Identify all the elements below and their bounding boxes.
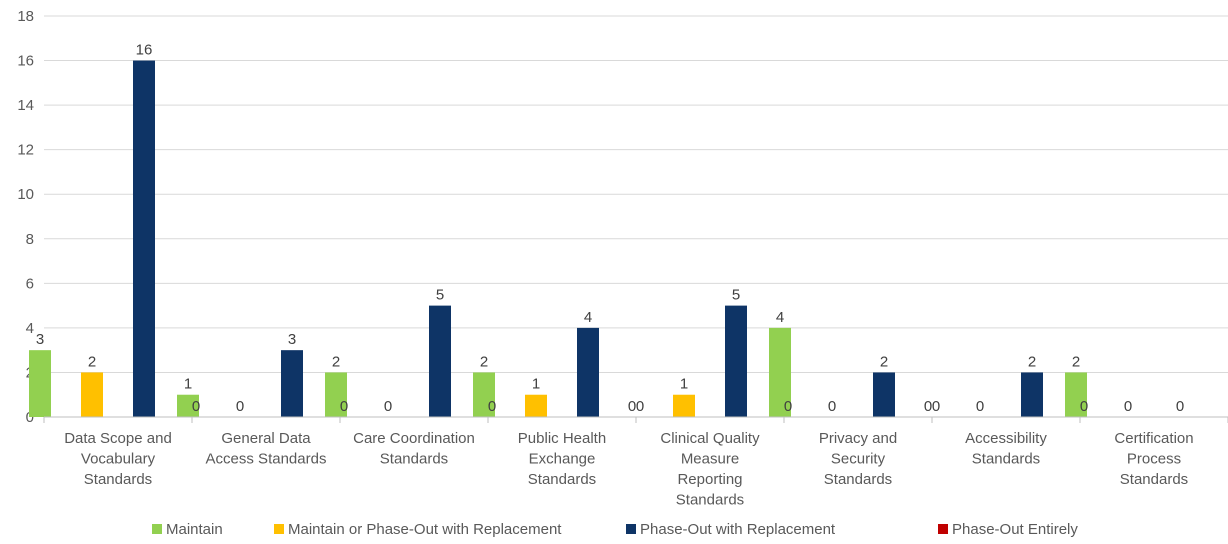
y-tick-label: 12 <box>17 142 34 159</box>
data-label: 5 <box>732 287 740 304</box>
bar <box>725 305 747 417</box>
x-category-label: General Data Access Standards <box>206 430 327 468</box>
bar <box>29 350 51 417</box>
y-tick-label: 6 <box>26 275 34 292</box>
bar <box>577 327 599 417</box>
data-label: 2 <box>880 353 888 370</box>
legend: Maintain Maintain or Phase-Out with Repla… <box>152 521 1078 538</box>
legend-swatch <box>938 524 948 534</box>
y-axis: 024681012141618 <box>17 8 34 426</box>
data-label: 5 <box>436 287 444 304</box>
bar <box>325 372 347 417</box>
data-label: 0 <box>1176 398 1184 415</box>
y-tick-label: 16 <box>17 53 34 70</box>
bar <box>525 394 547 417</box>
y-tick-label: 0 <box>26 409 34 426</box>
data-label: 1 <box>680 376 688 393</box>
bar <box>873 372 895 417</box>
data-label: 4 <box>776 309 784 326</box>
bar <box>673 394 695 417</box>
x-category-label: Privacy and Security Standards <box>819 430 897 488</box>
bar <box>81 372 103 417</box>
data-label: 0 <box>384 398 392 415</box>
x-category-label: Accessibility Standards <box>965 430 1047 468</box>
legend-label: Maintain or Phase-Out with Replacement <box>288 521 562 538</box>
x-axis: Data Scope and Vocabulary Standards General… <box>43 416 1228 509</box>
data-label: 2 <box>1072 353 1080 370</box>
data-label: 2 <box>480 353 488 370</box>
legend-swatch <box>152 524 162 534</box>
y-tick-label: 4 <box>26 320 34 337</box>
data-label: 4 <box>584 309 592 326</box>
data-label: 3 <box>36 331 44 348</box>
data-label: 0 <box>784 398 792 415</box>
y-tick-label: 18 <box>17 8 34 25</box>
y-tick-label: 14 <box>17 97 34 114</box>
legend-label: Phase-Out with Replacement <box>640 521 836 538</box>
data-label: 0 <box>1080 398 1088 415</box>
x-category-label: Certification Process Standards <box>1114 430 1193 488</box>
x-category-label: Public Health Exchange Standards <box>518 430 606 488</box>
gridlines <box>44 15 1228 373</box>
data-label: 0 <box>192 398 200 415</box>
data-label: 1 <box>184 376 192 393</box>
bars <box>29 60 1087 418</box>
y-tick-label: 8 <box>26 231 34 248</box>
legend-swatch <box>274 524 284 534</box>
bar <box>1065 372 1087 417</box>
bar <box>177 394 199 417</box>
legend-label: Phase-Out Entirely <box>952 521 1078 538</box>
data-label: 16 <box>136 42 153 59</box>
data-label: 0 <box>1124 398 1132 415</box>
legend-swatch <box>626 524 636 534</box>
bar <box>769 327 791 417</box>
data-label: 0 <box>340 398 348 415</box>
data-label: 0 <box>976 398 984 415</box>
data-label: 2 <box>332 353 340 370</box>
legend-label: Maintain <box>166 521 223 538</box>
bar <box>1021 372 1043 417</box>
bar <box>473 372 495 417</box>
x-category-label: Data Scope and Vocabulary Standards <box>64 430 172 488</box>
y-tick-label: 10 <box>17 186 34 203</box>
data-label: 0 <box>924 398 932 415</box>
data-label: 0 <box>932 398 940 415</box>
data-label: 0 <box>636 398 644 415</box>
data-label: 2 <box>88 353 96 370</box>
data-labels: 321601030205021400150402000202000 <box>36 42 1228 415</box>
bar <box>429 305 451 417</box>
bar <box>133 60 155 418</box>
x-category-label: Clinical Quality Measure Reporting Standard… <box>660 430 760 509</box>
data-label: 0 <box>236 398 244 415</box>
data-label: 1 <box>532 376 540 393</box>
data-label: 3 <box>288 331 296 348</box>
x-category-label: Care Coordination Standards <box>353 430 475 468</box>
data-label: 0 <box>828 398 836 415</box>
bar <box>281 350 303 417</box>
data-label: 0 <box>488 398 496 415</box>
data-label: 0 <box>628 398 636 415</box>
data-label: 2 <box>1028 353 1036 370</box>
